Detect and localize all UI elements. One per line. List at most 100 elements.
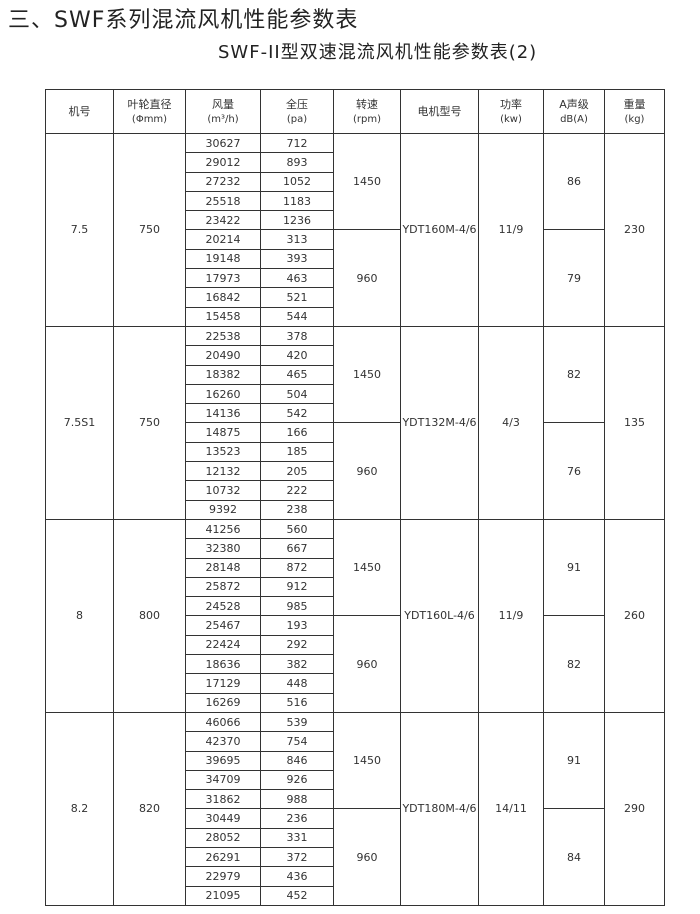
cell-pressure: 560 xyxy=(260,518,334,540)
cell-airflow: 41256 xyxy=(185,518,261,540)
cell-airflow: 19148 xyxy=(185,248,261,270)
cell-pressure: 1236 xyxy=(260,210,334,231)
cell-airflow: 21095 xyxy=(185,885,261,906)
cell-airflow: 25518 xyxy=(185,190,261,212)
cell-speed: 960 xyxy=(333,808,401,906)
cell-speed: 960 xyxy=(333,229,401,327)
cell-pressure: 504 xyxy=(260,383,334,405)
cell-pressure: 436 xyxy=(260,866,334,887)
cell-diameter: 820 xyxy=(113,711,186,906)
cell-airflow: 24528 xyxy=(185,596,261,617)
cell-airflow: 25467 xyxy=(185,615,261,636)
table-row: 16269 516 xyxy=(46,692,665,713)
header-unit: (Φmm) xyxy=(131,113,168,125)
header-label: 电机型号 xyxy=(417,105,462,118)
cell-pressure: 378 xyxy=(260,325,334,347)
table-row: 9392 238 xyxy=(46,499,665,520)
cell-airflow: 16269 xyxy=(185,692,261,713)
cell-pressure: 452 xyxy=(260,885,334,906)
cell-noise: 86 xyxy=(543,132,605,231)
cell-noise: 84 xyxy=(543,808,605,906)
cell-motor: YDT180M-4/6 xyxy=(400,711,479,906)
header-airflow: 风量 (m³/h) xyxy=(185,89,261,134)
cell-airflow: 29012 xyxy=(185,152,261,173)
cell-pressure: 382 xyxy=(260,654,334,675)
header-unit: dB(A) xyxy=(560,113,588,125)
header-row: 机号 叶轮直径 (Φmm) 风量 (m³/h) 全压 (pa) 转速 (rpm) 电机型号 功率 (k… xyxy=(45,89,665,134)
cell-power: 14/11 xyxy=(478,711,544,906)
cell-diameter: 750 xyxy=(113,325,186,520)
header-model: 机号 xyxy=(45,89,114,134)
cell-airflow: 18636 xyxy=(185,654,261,675)
cell-airflow: 27232 xyxy=(185,171,261,192)
cell-airflow: 30627 xyxy=(185,132,261,154)
table-row: 20214 313 960 79 xyxy=(46,229,665,327)
cell-speed: 1450 xyxy=(333,325,401,424)
cell-pressure: 313 xyxy=(260,229,334,250)
cell-pressure: 222 xyxy=(260,480,334,501)
header-noise: A声级 dB(A) xyxy=(543,89,605,134)
header-power: 功率 (kw) xyxy=(478,89,544,134)
table-row: 17129 448 xyxy=(46,673,665,694)
cell-airflow: 15458 xyxy=(185,306,261,327)
table-row: 16260 504 xyxy=(46,383,665,405)
table-row: 17973 463 xyxy=(46,268,665,289)
cell-pressure: 238 xyxy=(260,499,334,520)
table-row: 21095 452 xyxy=(46,885,665,906)
cell-airflow: 34709 xyxy=(185,769,261,791)
cell-pressure: 236 xyxy=(260,808,334,829)
cell-pressure: 926 xyxy=(260,769,334,791)
cell-pressure: 544 xyxy=(260,306,334,327)
cell-noise: 91 xyxy=(543,711,605,810)
cell-airflow: 22979 xyxy=(185,866,261,887)
cell-pressure: 667 xyxy=(260,538,334,559)
table-row: 25467 193 960 82 xyxy=(46,615,665,713)
header-unit: (pa) xyxy=(286,113,308,125)
cell-pressure: 465 xyxy=(260,364,334,385)
cell-airflow: 30449 xyxy=(185,808,261,829)
cell-pressure: 463 xyxy=(260,268,334,289)
cell-motor: YDT132M-4/6 xyxy=(400,325,479,520)
cell-airflow: 10732 xyxy=(185,480,261,501)
header-weight: 重量 (kg) xyxy=(604,89,665,134)
cell-pressure: 193 xyxy=(260,615,334,636)
cell-pressure: 185 xyxy=(260,441,334,463)
cell-pressure: 448 xyxy=(260,673,334,694)
table-row: 25518 1183 xyxy=(46,190,665,212)
cell-weight: 290 xyxy=(604,711,665,906)
cell-airflow: 20490 xyxy=(185,345,261,366)
table-row: 12132 205 xyxy=(46,461,665,482)
cell-airflow: 32380 xyxy=(185,538,261,559)
cell-airflow: 16842 xyxy=(185,287,261,308)
table-title: SWF-II型双速混流风机性能参数表(2) xyxy=(218,42,538,63)
cell-pressure: 985 xyxy=(260,596,334,617)
cell-airflow: 28148 xyxy=(185,557,261,578)
cell-airflow: 17129 xyxy=(185,673,261,694)
table-row: 39695 846 xyxy=(46,750,665,771)
cell-pressure: 516 xyxy=(260,692,334,713)
cell-pressure: 393 xyxy=(260,248,334,270)
cell-speed: 1450 xyxy=(333,132,401,231)
cell-pressure: 331 xyxy=(260,827,334,848)
performance-table: 机号 叶轮直径 (Φmm) 风量 (m³/h) 全压 (pa) 转速 (rpm) 电机型号 功率 (k… xyxy=(45,89,665,906)
cell-noise: 91 xyxy=(543,518,605,617)
header-label: 风量 xyxy=(212,97,234,111)
cell-airflow: 9392 xyxy=(185,499,261,520)
cell-pressure: 1183 xyxy=(260,190,334,212)
cell-speed: 960 xyxy=(333,615,401,713)
cell-noise: 79 xyxy=(543,229,605,327)
table-row: 24528 985 xyxy=(46,596,665,617)
cell-airflow: 14136 xyxy=(185,403,261,424)
cell-noise: 82 xyxy=(543,615,605,713)
header-pressure: 全压 (pa) xyxy=(260,89,334,134)
cell-pressure: 205 xyxy=(260,461,334,482)
cell-pressure: 542 xyxy=(260,403,334,424)
cell-airflow: 22538 xyxy=(185,325,261,347)
header-label: 转速 xyxy=(356,97,378,111)
header-label: 叶轮直径 xyxy=(127,97,172,111)
table-row: 28148 872 xyxy=(46,557,665,578)
cell-diameter: 800 xyxy=(113,518,186,713)
cell-power: 11/9 xyxy=(478,133,544,327)
cell-pressure: 521 xyxy=(260,287,334,308)
cell-pressure: 372 xyxy=(260,846,334,868)
